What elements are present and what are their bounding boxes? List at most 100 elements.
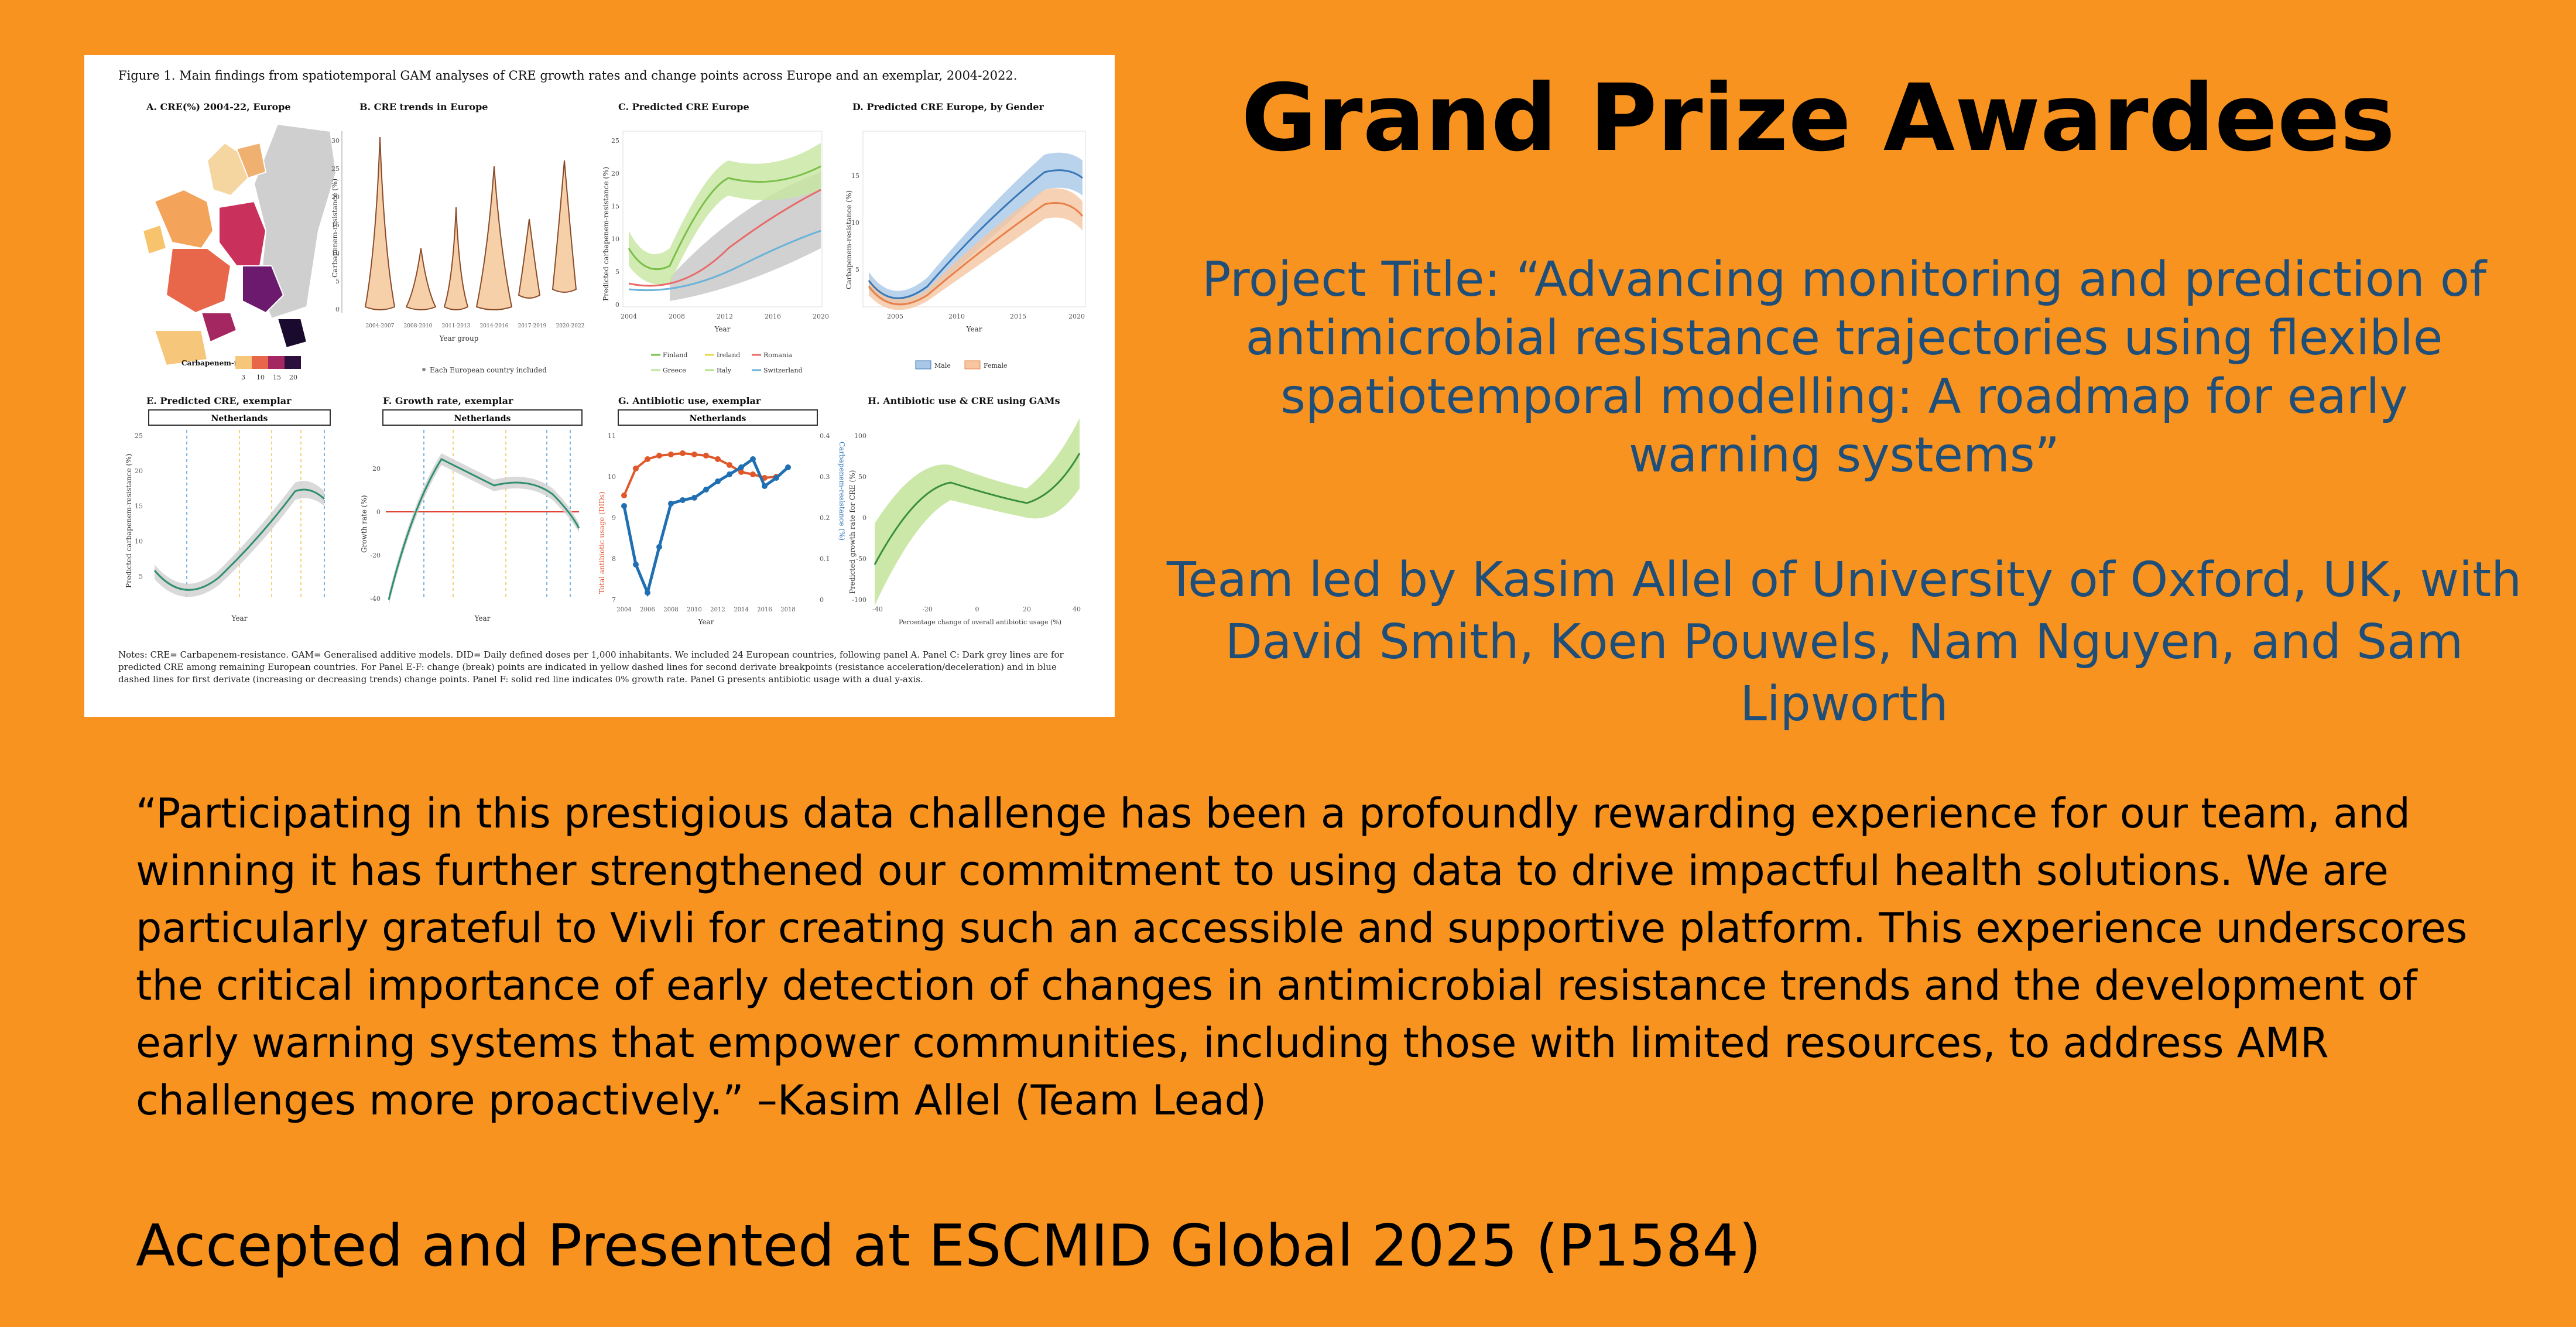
svg-text:40: 40 [1073, 606, 1081, 613]
svg-text:100: 100 [854, 432, 866, 440]
svg-text:2008: 2008 [669, 313, 685, 320]
panel-c-title: C. Predicted CRE Europe [618, 101, 749, 112]
svg-text:0.2: 0.2 [820, 514, 830, 522]
svg-text:0.4: 0.4 [820, 432, 830, 440]
svg-text:Predicted growth rate for CRE: Predicted growth rate for CRE (%) [848, 470, 857, 594]
figure-caption: Figure 1. Main findings from spatiotempo… [118, 69, 1018, 83]
svg-text:-50: -50 [856, 555, 866, 563]
svg-text:2015: 2015 [1010, 313, 1026, 320]
svg-text:2010: 2010 [687, 607, 701, 613]
svg-text:25: 25 [331, 165, 340, 173]
svg-text:Switzerland: Switzerland [763, 367, 803, 374]
svg-text:2006: 2006 [640, 607, 655, 613]
panel-f-plot: Netherlands 20 0 -20 -40 Growth rate (%)… [360, 409, 583, 623]
svg-text:10: 10 [256, 374, 265, 381]
panel-a-title: A. CRE(%) 2004-22, Europe [146, 101, 291, 112]
svg-text:8: 8 [612, 555, 616, 563]
svg-text:Predicted carbapenem-resistanc: Predicted carbapenem-resistance (%) [125, 454, 133, 588]
svg-text:2008: 2008 [663, 607, 678, 613]
panel-g-title: G. Antibiotic use, exemplar [618, 395, 761, 406]
svg-text:0: 0 [975, 606, 979, 613]
svg-text:20: 20 [372, 465, 381, 473]
svg-text:2014: 2014 [734, 607, 748, 613]
svg-text:Year: Year [231, 614, 248, 623]
panel-b-plot: 30 25 20 15 10 5 0 Carbapenem-resistance… [331, 131, 584, 374]
svg-text:Ireland: Ireland [717, 351, 740, 359]
svg-text:Year: Year [714, 325, 731, 333]
svg-text:20: 20 [331, 193, 340, 201]
svg-text:10: 10 [608, 473, 616, 481]
svg-text:Carbapenem-resistance (%): Carbapenem-resistance (%) [845, 190, 853, 289]
svg-text:Netherlands: Netherlands [690, 414, 746, 423]
svg-text:2018: 2018 [780, 607, 795, 613]
svg-text:2020: 2020 [813, 313, 829, 320]
svg-text:Carbapenem-resistance (%): Carbapenem-resistance (%) [838, 442, 846, 541]
svg-text:0.3: 0.3 [820, 473, 830, 481]
svg-text:Year: Year [474, 614, 491, 623]
svg-text:Netherlands: Netherlands [211, 414, 268, 423]
svg-text:25: 25 [135, 432, 143, 440]
svg-text:10: 10 [331, 249, 340, 257]
svg-text:Greece: Greece [663, 367, 686, 374]
svg-text:2017-2019: 2017-2019 [518, 323, 547, 329]
svg-text:0: 0 [820, 596, 824, 604]
svg-text:30: 30 [331, 137, 340, 145]
svg-text:50: 50 [858, 473, 866, 481]
svg-text:2020-2022: 2020-2022 [556, 323, 585, 329]
svg-text:0.1: 0.1 [820, 555, 830, 563]
acceptance-note: Accepted and Presented at ESCMID Global … [136, 1213, 1762, 1280]
svg-text:0: 0 [615, 301, 619, 309]
panel-h-plot: 100 50 0 -50 -100 Predicted growth rate … [848, 418, 1081, 626]
svg-text:2016: 2016 [765, 313, 781, 320]
team-quote: “Participating in this prestigious data … [136, 789, 2468, 1124]
svg-text:Romania: Romania [763, 351, 792, 359]
svg-text:2004-2007: 2004-2007 [366, 323, 395, 329]
svg-text:Year group: Year group [439, 334, 479, 343]
svg-text:Each European country included: Each European country included [430, 366, 547, 374]
svg-text:2016: 2016 [757, 607, 772, 613]
svg-text:20: 20 [611, 170, 619, 177]
svg-text:-20: -20 [370, 552, 381, 559]
svg-text:Year: Year [966, 325, 982, 333]
panel-d-title: D. Predicted CRE Europe, by Gender [852, 101, 1044, 112]
svg-text:5: 5 [139, 573, 143, 580]
svg-text:Predicted carbapenem-resistanc: Predicted carbapenem-resistance (%) [602, 167, 610, 301]
svg-text:15: 15 [135, 502, 143, 510]
svg-text:15: 15 [851, 172, 859, 180]
panel-b-title: B. CRE trends in Europe [359, 101, 488, 112]
svg-text:0: 0 [376, 508, 381, 516]
svg-text:3: 3 [241, 374, 245, 381]
svg-text:2005: 2005 [887, 313, 903, 320]
svg-text:0: 0 [335, 306, 340, 313]
svg-text:2012: 2012 [710, 607, 725, 613]
research-figure: Figure 1. Main findings from spatiotempo… [84, 55, 1115, 717]
svg-text:11: 11 [608, 432, 616, 440]
svg-text:20: 20 [135, 467, 143, 475]
svg-text:15: 15 [331, 221, 340, 229]
svg-text:-100: -100 [852, 596, 866, 604]
panel-h-title: H. Antibiotic use & CRE using GAMs [868, 395, 1060, 406]
svg-text:2012: 2012 [717, 313, 733, 320]
figure-notes: Notes: CRE= Carbapenem-resistance. GAM= … [118, 649, 1064, 685]
svg-text:-20: -20 [922, 606, 933, 613]
svg-text:10: 10 [135, 538, 143, 545]
svg-text:Italy: Italy [717, 367, 732, 374]
svg-text:5: 5 [615, 268, 619, 276]
slide-title: Grand Prize Awardees [1241, 64, 2396, 172]
svg-text:2008-2010: 2008-2010 [404, 323, 433, 329]
svg-text:2004: 2004 [616, 607, 631, 613]
project-title: Project Title: “Advancing monitoring and… [1202, 252, 2486, 483]
svg-text:25: 25 [611, 137, 619, 145]
panel-e-plot: Netherlands 25 20 15 10 5 Predicted carb… [125, 409, 331, 623]
svg-text:Female: Female [984, 362, 1008, 370]
panel-d-plot: 15 10 5 Carbapenem-resistance (%) 2005 2… [845, 131, 1086, 370]
svg-text:20: 20 [1023, 606, 1031, 613]
svg-text:0: 0 [862, 514, 866, 522]
svg-text:10: 10 [611, 235, 619, 243]
svg-text:2014-2016: 2014-2016 [480, 323, 509, 329]
svg-text:15: 15 [611, 203, 619, 210]
svg-text:2010: 2010 [948, 313, 965, 320]
svg-text:5: 5 [855, 266, 859, 273]
panel-f-title: F. Growth rate, exemplar [383, 395, 513, 406]
panel-g-plot: Netherlands 11 10 9 8 7 0.4 0.3 0.2 0.1 … [598, 409, 846, 626]
